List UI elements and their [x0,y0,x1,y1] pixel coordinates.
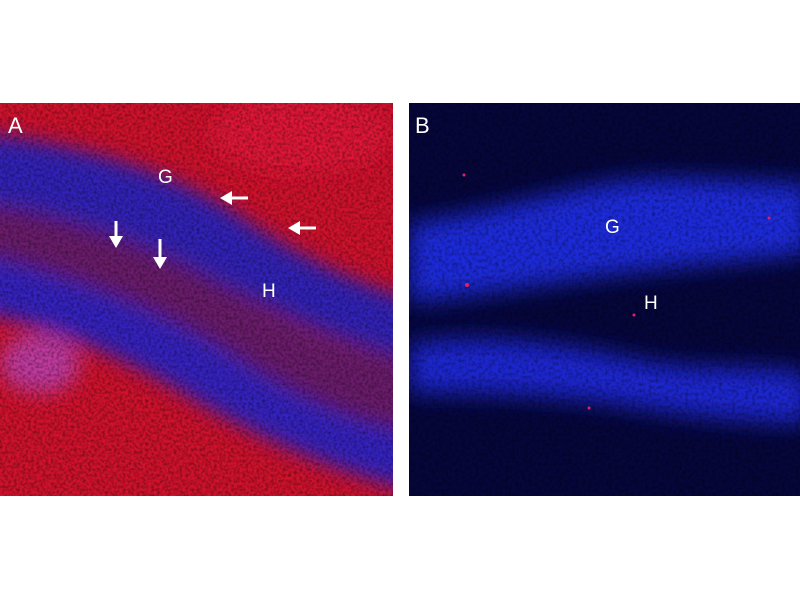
arrow-annotations [109,191,316,269]
arrow-icon [288,221,316,235]
panel-a-micrograph: A G H [0,103,393,496]
panel-a-image [0,103,393,496]
panel-b-image [409,103,800,496]
arrow-icon [220,191,248,205]
arrow-icon [109,221,123,248]
panel-label: A [8,113,23,138]
region-label-h: H [644,293,658,314]
region-label-h: H [262,281,276,302]
region-label-g: G [605,217,620,238]
arrow-icon [153,239,167,269]
panel-b-micrograph: B G H [409,103,800,496]
panel-label: B [415,113,430,138]
region-label-g: G [158,167,173,188]
